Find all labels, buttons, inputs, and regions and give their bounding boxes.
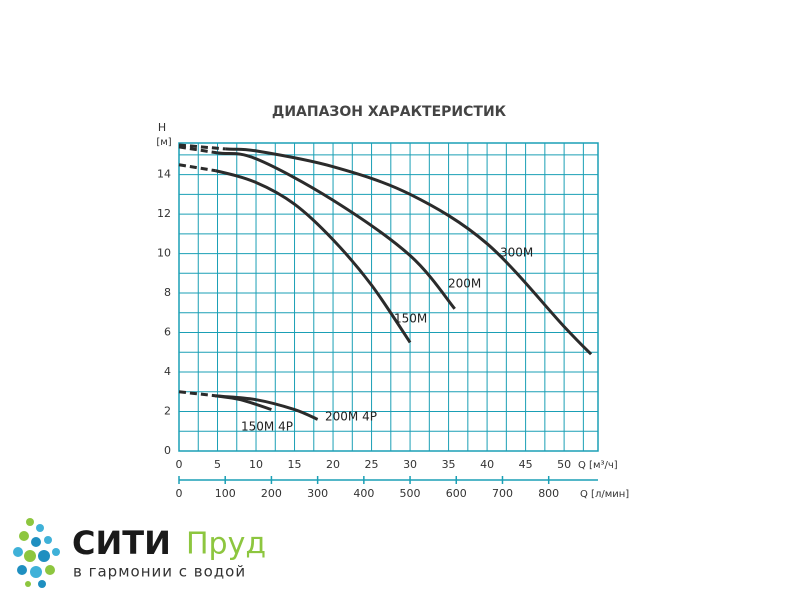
- y-unit: [м]: [156, 137, 171, 148]
- y-tick-label: 0: [164, 444, 171, 457]
- curve-solid: [225, 147, 593, 356]
- y-tick-label: 4: [164, 365, 171, 378]
- x-tick-label: 10: [249, 458, 263, 471]
- y-label: H: [158, 121, 166, 134]
- x2-tick-label: 700: [492, 487, 513, 500]
- chart-title: ДИАПАЗОН ХАРАКТЕРИСТИК: [272, 104, 507, 120]
- curve-solid: [217, 151, 456, 310]
- x2-tick-label: 100: [215, 487, 236, 500]
- x-tick-label: 20: [326, 458, 340, 471]
- x-tick-label: 0: [176, 458, 183, 471]
- y-tick-label: 6: [164, 326, 171, 339]
- y-tick-label: 10: [157, 247, 171, 260]
- series-label: 200M 4P: [325, 410, 377, 424]
- logo-icon: [13, 518, 60, 588]
- x-tick-label: 45: [519, 458, 533, 471]
- x2-tick-label: 500: [400, 487, 421, 500]
- x2-tick-label: 0: [176, 487, 183, 500]
- x-tick-label: 15: [288, 458, 302, 471]
- x-tick-label: 30: [403, 458, 417, 471]
- x2-tick-label: 800: [538, 487, 559, 500]
- plot-frame: [178, 142, 599, 452]
- curve-solid: [214, 169, 412, 344]
- series-label: 200M: [448, 277, 481, 291]
- curve-dashed-start: [178, 390, 216, 398]
- y-tick-label: 2: [164, 405, 171, 418]
- x-tick-label: 35: [442, 458, 456, 471]
- x-tick-label: 5: [214, 458, 221, 471]
- curve-dashed-start: [178, 143, 226, 151]
- y-tick-label: 14: [157, 168, 171, 181]
- x2-tick-label: 600: [446, 487, 467, 500]
- y-tick-label: 12: [157, 207, 171, 220]
- x-tick-label: 40: [480, 458, 494, 471]
- y-tick-label: 8: [164, 286, 171, 299]
- x2-tick-label: 300: [307, 487, 328, 500]
- curve-solid: [214, 394, 272, 411]
- logo-tagline: в гармонии с водой: [73, 563, 246, 581]
- x-tick-label: 50: [557, 458, 571, 471]
- series-label: 300M: [500, 246, 533, 260]
- series-label: 150M 4P: [241, 420, 293, 434]
- x2-tick-label: 200: [261, 487, 282, 500]
- logo-brand-accent: Пруд: [186, 527, 266, 562]
- x-label: Q [м³/ч]: [578, 460, 618, 471]
- logo-brand: СИТИ: [72, 524, 171, 562]
- x2-tick-label: 400: [353, 487, 374, 500]
- curve-dashed-start: [178, 145, 218, 155]
- x-tick-label: 25: [365, 458, 379, 471]
- curve: [179, 392, 318, 420]
- series-label: 150M: [394, 312, 427, 326]
- x2-label: Q [л/мин]: [580, 489, 629, 500]
- curve-dashed-start: [178, 163, 216, 173]
